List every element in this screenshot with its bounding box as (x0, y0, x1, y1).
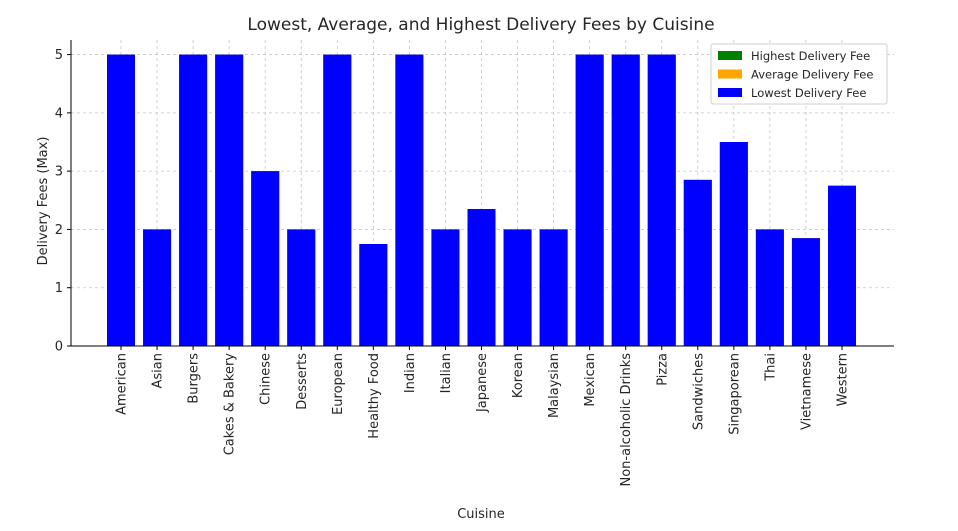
legend-label: Highest Delivery Fee (751, 49, 870, 63)
x-tick-label: Asian (151, 353, 166, 388)
chart-title: Lowest, Average, and Highest Delivery Fe… (247, 15, 714, 35)
x-tick-label: Non-alcoholic Drinks (619, 353, 634, 487)
bar-lowest-delivery-fee-indian (395, 54, 424, 346)
bar-lowest-delivery-fee-american (107, 54, 135, 346)
bar-lowest-delivery-fee-malaysian (539, 229, 568, 346)
bars (107, 54, 856, 346)
x-tick-label: Desserts (295, 353, 310, 410)
bar-lowest-delivery-fee-sandwiches (683, 179, 712, 346)
y-tick-label: 0 (55, 340, 63, 355)
x-tick-label: European (331, 353, 346, 415)
bar-lowest-delivery-fee-korean (503, 229, 532, 346)
axes (67, 40, 894, 350)
bar-lowest-delivery-fee-western (828, 185, 856, 346)
x-tick-label: Malaysian (547, 353, 562, 418)
legend-label: Lowest Delivery Fee (751, 86, 866, 100)
x-tick-label: American (115, 353, 130, 415)
bar-lowest-delivery-fee-european (323, 54, 352, 346)
y-tick-labels: 0 1 2 3 4 5 (55, 48, 63, 354)
bar-lowest-delivery-fee-cakes-bakery (215, 54, 244, 346)
legend-box (710, 43, 888, 105)
x-tick-label: Indian (403, 353, 418, 393)
bar-lowest-delivery-fee-chinese (251, 171, 280, 346)
x-tick-label: Western (836, 353, 851, 406)
legend: Highest Delivery Fee Average Delivery Fee… (710, 43, 888, 105)
x-tick-label: Italian (439, 353, 454, 393)
x-tick-label: Korean (511, 353, 526, 398)
x-tick-label: Healthy Food (367, 353, 382, 439)
bar-lowest-delivery-fee-burgers (179, 54, 208, 346)
y-tick-label: 2 (55, 223, 63, 238)
x-tick-label: Thai (763, 353, 778, 382)
bar-lowest-delivery-fee-vietnamese (791, 238, 820, 346)
bar-lowest-delivery-fee-desserts (287, 229, 316, 346)
y-tick-label: 4 (55, 106, 63, 121)
x-tick-labels: American Asian Burgers Cakes & Bakery Chines… (115, 353, 851, 487)
x-tick-label: Japanese (475, 353, 490, 413)
x-tick-label: Mexican (583, 353, 598, 407)
y-axis-label: Delivery Fees (Max) (36, 137, 51, 266)
legend-swatch (718, 88, 742, 97)
bar-lowest-delivery-fee-thai (755, 229, 784, 346)
bar-lowest-delivery-fee-non-alcoholic-drinks (611, 54, 640, 346)
bar-lowest-delivery-fee-pizza (647, 54, 676, 346)
y-tick-label: 3 (55, 165, 63, 180)
bar-lowest-delivery-fee-japanese (467, 209, 496, 346)
x-tick-label: Pizza (655, 353, 670, 386)
x-tick-label: Vietnamese (799, 353, 814, 430)
bar-lowest-delivery-fee-italian (431, 229, 460, 346)
bar-lowest-delivery-fee-healthy-food (359, 244, 388, 346)
x-tick-label: Sandwiches (691, 353, 706, 430)
bar-lowest-delivery-fee-mexican (575, 54, 604, 346)
legend-swatch (718, 69, 742, 79)
x-axis-label: Cuisine (457, 507, 505, 522)
x-tick-label: Cakes & Bakery (223, 353, 238, 456)
y-tick-label: 5 (55, 48, 63, 63)
x-tick-label: Singaporean (727, 353, 742, 435)
x-tick-label: Burgers (187, 353, 202, 404)
bar-lowest-delivery-fee-singaporean (719, 142, 748, 346)
x-tick-label: Chinese (259, 353, 274, 405)
legend-label: Average Delivery Fee (751, 68, 873, 82)
y-tick-label: 1 (55, 281, 63, 296)
bar-lowest-delivery-fee-asian (143, 229, 172, 346)
legend-swatch (718, 51, 742, 60)
